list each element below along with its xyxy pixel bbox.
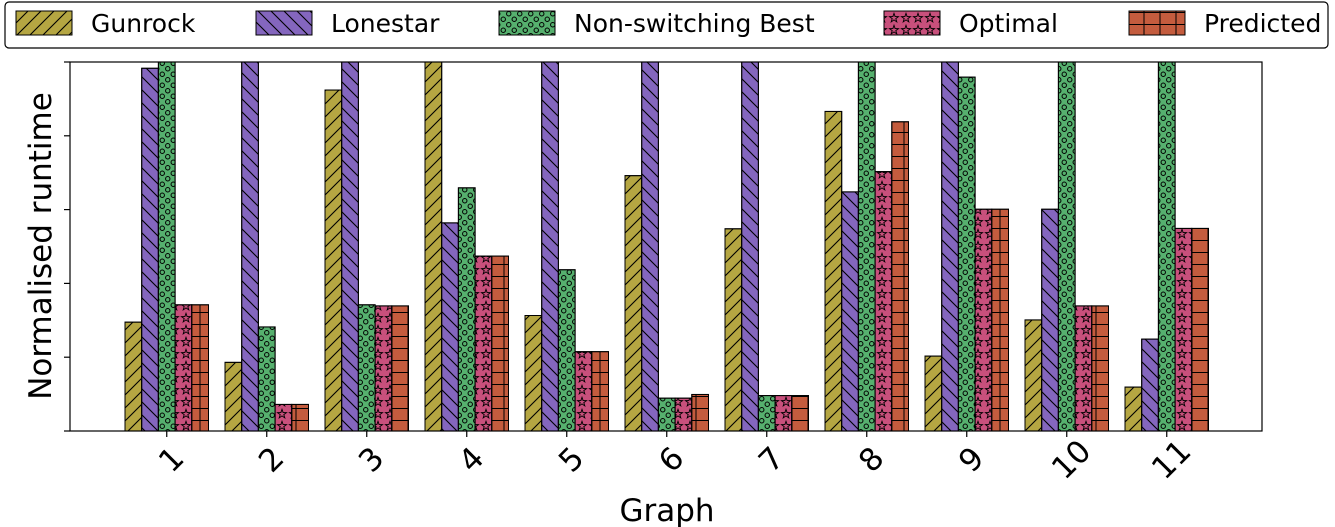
bar-hatch-predicted-11 [1191, 227, 1210, 432]
bar-hatch-non-switching-best-4 [457, 187, 476, 432]
legend-swatch-hatch-optimal [883, 10, 941, 36]
bar-hatch-optimal-8 [874, 171, 893, 432]
bar-hatch-lonestar-5 [541, 61, 559, 432]
bar-hatch-non-switching-best-1 [157, 61, 176, 432]
legend-swatch-hatch-non-switching-best [498, 10, 556, 36]
bar-hatch-lonestar-1 [141, 67, 159, 432]
bar-hatch-optimal-5 [574, 351, 593, 432]
x-tick-label-3: 3 [352, 440, 391, 479]
bar-hatch-gunrock-8 [824, 110, 843, 432]
bar-hatch-non-switching-best-9 [957, 76, 976, 432]
bar-hatch-non-switching-best-5 [557, 269, 576, 432]
bar-hatch-non-switching-best-10 [1057, 61, 1076, 432]
bar-hatch-predicted-3 [391, 305, 409, 432]
bar-hatch-lonestar-10 [1041, 208, 1059, 432]
bar-hatch-lonestar-9 [941, 61, 959, 432]
bar-hatch-non-switching-best-8 [857, 61, 876, 432]
bar-hatch-optimal-9 [974, 208, 993, 432]
legend-label-optimal: Optimal [959, 9, 1058, 38]
bar-hatch-optimal-4 [474, 255, 493, 432]
bar-hatch-gunrock-7 [724, 228, 743, 432]
bar-hatch-lonestar-2 [241, 61, 259, 432]
legend-label-predicted: Predicted [1204, 9, 1321, 38]
bar-hatch-gunrock-2 [224, 361, 243, 432]
bar-hatch-optimal-3 [374, 305, 393, 432]
x-tick-label-8: 8 [852, 440, 891, 479]
legend-swatch-hatch-gunrock [15, 10, 73, 36]
bar-hatch-gunrock-3 [324, 89, 343, 432]
x-tick-label-7: 7 [752, 440, 791, 479]
bar-hatch-optimal-2 [274, 403, 293, 432]
legend-label-gunrock: Gunrock [91, 9, 196, 38]
bar-hatch-gunrock-1 [124, 321, 143, 432]
bar-hatch-predicted-1 [191, 304, 210, 432]
bar-hatch-optimal-6 [674, 397, 693, 432]
x-tick-label-11: 11 [1145, 433, 1198, 486]
legend-box [4, 1, 1329, 49]
plot-frame [69, 61, 1263, 432]
bar-hatch-predicted-2 [291, 403, 309, 432]
x-tick-label-5: 5 [552, 440, 591, 479]
legend-swatch-hatch-lonestar [255, 10, 313, 36]
bar-hatch-gunrock-6 [624, 175, 643, 432]
legend-label-lonestar: Lonestar [331, 9, 440, 38]
bar-hatch-gunrock-5 [524, 315, 543, 432]
legend-swatch-hatch-predicted [1128, 10, 1186, 36]
bar-hatch-lonestar-6 [641, 61, 659, 432]
bar-hatch-optimal-11 [1174, 227, 1193, 432]
x-axis-label: Graph [619, 493, 714, 527]
bar-hatch-gunrock-9 [924, 355, 943, 432]
bar-hatch-non-switching-best-11 [1157, 61, 1176, 432]
bar-hatch-optimal-10 [1074, 305, 1093, 432]
bar-hatch-lonestar-8 [841, 191, 859, 432]
bar-hatch-optimal-7 [774, 395, 793, 432]
bar-hatch-predicted-8 [891, 121, 909, 432]
bars [124, 61, 1210, 432]
bar-hatch-non-switching-best-6 [657, 397, 676, 432]
bar-hatch-non-switching-best-3 [357, 304, 376, 432]
bar-hatch-predicted-4 [491, 255, 509, 432]
bar-hatch-lonestar-11 [1141, 338, 1159, 432]
bar-hatch-predicted-9 [991, 208, 1009, 432]
bar-hatch-predicted-5 [591, 351, 609, 432]
x-tick-label-10: 10 [1045, 433, 1098, 486]
bar-hatch-lonestar-7 [741, 61, 759, 432]
bar-hatch-gunrock-10 [1024, 319, 1043, 432]
x-tick-label-9: 9 [952, 440, 991, 479]
bar-hatch-gunrock-11 [1124, 386, 1143, 432]
bar-hatch-non-switching-best-2 [257, 326, 276, 432]
bar-hatch-non-switching-best-7 [757, 395, 776, 432]
bar-hatch-lonestar-3 [341, 61, 359, 432]
x-tick-label-1: 1 [152, 440, 191, 479]
bar-hatch-predicted-10 [1091, 305, 1110, 432]
bar-hatch-gunrock-4 [424, 61, 443, 432]
legend-label-non-switching-best: Non-switching Best [574, 9, 815, 38]
x-axis-ticks: 1 2 3 4 5 6 7 8 9 10 11 [152, 431, 1198, 487]
bar-hatch-optimal-1 [174, 304, 193, 432]
x-tick-label-4: 4 [452, 440, 491, 479]
bar-hatch-lonestar-4 [441, 222, 459, 432]
y-axis-label: Normalised runtime [23, 92, 59, 400]
x-tick-label-6: 6 [652, 440, 691, 479]
bar-hatch-predicted-6 [691, 393, 709, 432]
bar-hatch-predicted-7 [791, 395, 809, 432]
y-axis-ticks [64, 61, 70, 432]
x-tick-label-2: 2 [252, 440, 291, 479]
legend: Gunrock Lonestar Non-switching Best Optimal… [4, 1, 1329, 49]
